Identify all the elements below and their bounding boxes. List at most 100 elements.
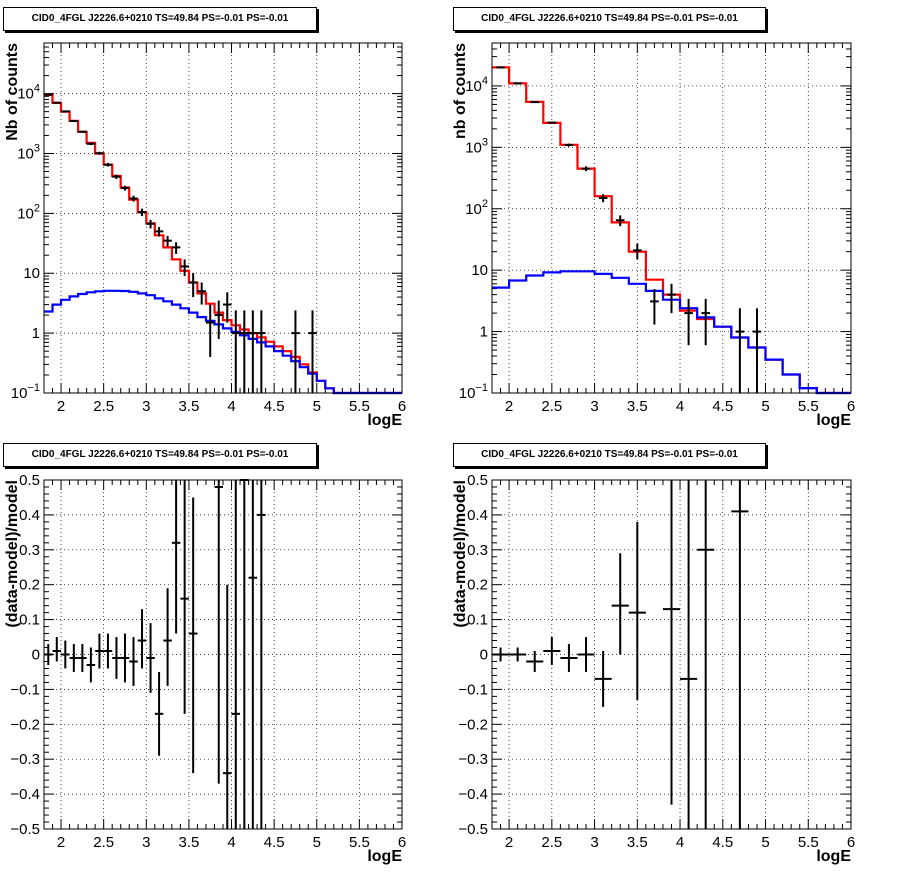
data-point-9 — [650, 289, 659, 325]
data-point-16 — [180, 480, 189, 714]
model-series-0 — [44, 93, 402, 395]
x-tick-label: 4 — [227, 398, 235, 415]
data-point-12 — [146, 623, 155, 693]
x-tick-label: 4 — [227, 834, 235, 851]
data-point-19 — [205, 304, 215, 357]
x-tick-label: 2 — [505, 398, 513, 415]
x-tick-label: 2.5 — [93, 398, 114, 415]
x-tick-label: 4.5 — [712, 834, 733, 851]
data-point-14 — [752, 308, 762, 393]
y-tick-label: −0.3 — [458, 751, 488, 768]
y-tick-label: 103 — [465, 136, 488, 156]
x-tick-label: 5.5 — [349, 834, 370, 851]
y-tick-label: 0.5 — [19, 472, 40, 489]
y-tick-label: 0 — [480, 647, 488, 664]
data-point-20 — [231, 480, 241, 829]
data-point-0 — [496, 66, 505, 69]
y-tick-label: −0.3 — [10, 751, 40, 768]
data-point-6 — [598, 194, 608, 203]
data-point-20 — [214, 300, 223, 339]
y-tick-label: 10−1 — [459, 382, 488, 402]
x-tick-label: 4 — [676, 398, 684, 415]
data-point-18 — [214, 480, 223, 784]
data-point-11 — [684, 298, 693, 346]
panel-title-bottom-right: CID0_4FGL J2226.6+0210 TS=49.84 PS=-0.01… — [453, 443, 766, 467]
y-tick-label: −0.5 — [10, 821, 40, 838]
data-point-3 — [547, 121, 557, 124]
plot-frame — [43, 479, 403, 830]
data-point-13 — [735, 308, 745, 393]
y-tick-label: 104 — [17, 83, 40, 103]
y-tick-label: 0 — [32, 647, 40, 664]
data-point-5 — [577, 637, 595, 672]
x-tick-label: 3.5 — [627, 834, 648, 851]
data-point-23 — [257, 480, 266, 829]
x-tick-label: 3.5 — [627, 398, 648, 415]
x-axis-label: logE — [816, 848, 851, 865]
y-tick-label: 0.1 — [19, 612, 40, 629]
y-tick-label: 0.5 — [467, 472, 488, 489]
data-point-15 — [171, 480, 181, 634]
data-point-14 — [163, 235, 172, 247]
data-point-23 — [240, 310, 249, 393]
x-axis-label: logE — [816, 412, 851, 429]
data-point-0 — [492, 647, 510, 662]
data-point-1 — [52, 637, 62, 662]
data-point-8 — [628, 521, 646, 700]
y-axis-label: nb of counts — [452, 43, 469, 139]
y-tick-label: 102 — [17, 202, 40, 222]
y-tick-label: 0.2 — [467, 577, 488, 594]
plot-frame — [491, 479, 852, 830]
x-tick-label: 4.5 — [264, 398, 285, 415]
x-axis-label: logE — [367, 412, 402, 429]
x-tick-label: 5 — [313, 834, 321, 851]
x-tick-label: 3.5 — [178, 398, 199, 415]
data-point-10 — [667, 283, 676, 314]
data-point-0 — [44, 644, 53, 665]
data-point-6 — [95, 633, 104, 669]
data-point-7 — [103, 162, 113, 167]
data-point-8 — [633, 243, 642, 260]
x-tick-label: 2.5 — [93, 834, 114, 851]
data-point-22 — [248, 480, 258, 829]
x-tick-label: 3.5 — [178, 834, 199, 851]
data-point-1 — [513, 82, 522, 85]
y-tick-label: 0.3 — [467, 542, 488, 559]
x-tick-label: 5.5 — [349, 398, 370, 415]
data-point-1 — [52, 101, 62, 104]
model-series-1 — [44, 289, 402, 395]
x-tick-label: 5.5 — [798, 834, 819, 851]
y-tick-label: −0.1 — [10, 681, 40, 698]
y-tick-label: 0.1 — [467, 612, 488, 629]
y-tick-label: −0.5 — [458, 821, 488, 838]
data-point-10 — [129, 637, 138, 686]
x-tick-label: 4 — [676, 834, 684, 851]
data-point-2 — [526, 651, 544, 672]
data-point-19 — [223, 584, 232, 829]
data-point-1 — [509, 647, 527, 662]
x-tick-label: 6 — [847, 834, 855, 851]
data-point-18 — [197, 282, 206, 305]
chart-panel-2: 2 2.5 3 3.5 4 4.5 5 5.5 6 −0.5 −0.4 −0.3 −0.2 −0.1 0 0.… — [4, 472, 406, 865]
data-point-2 — [61, 640, 70, 669]
data-point-7 — [611, 553, 629, 655]
x-tick-label: 6 — [398, 398, 406, 415]
y-tick-label: 104 — [465, 75, 488, 95]
data-point-16 — [180, 259, 189, 276]
y-tick-label: 0.4 — [467, 507, 488, 524]
y-tick-label: 1 — [32, 325, 40, 342]
data-point-26 — [291, 310, 300, 393]
panel-title-bottom-left: CID0_4FGL J2226.6+0210 TS=49.84 PS=-0.01… — [3, 443, 317, 467]
x-tick-label: 2 — [57, 398, 65, 415]
x-tick-label: 3 — [142, 834, 150, 851]
x-tick-label: 5 — [761, 834, 769, 851]
data-point-11 — [137, 208, 147, 217]
y-tick-label: 103 — [17, 142, 40, 162]
data-point-27 — [308, 310, 317, 393]
y-tick-label: 0.2 — [19, 577, 40, 594]
x-tick-label: 5.5 — [798, 398, 819, 415]
data-point-4 — [564, 143, 574, 147]
data-point-21 — [240, 479, 249, 829]
data-point-17 — [188, 497, 198, 774]
